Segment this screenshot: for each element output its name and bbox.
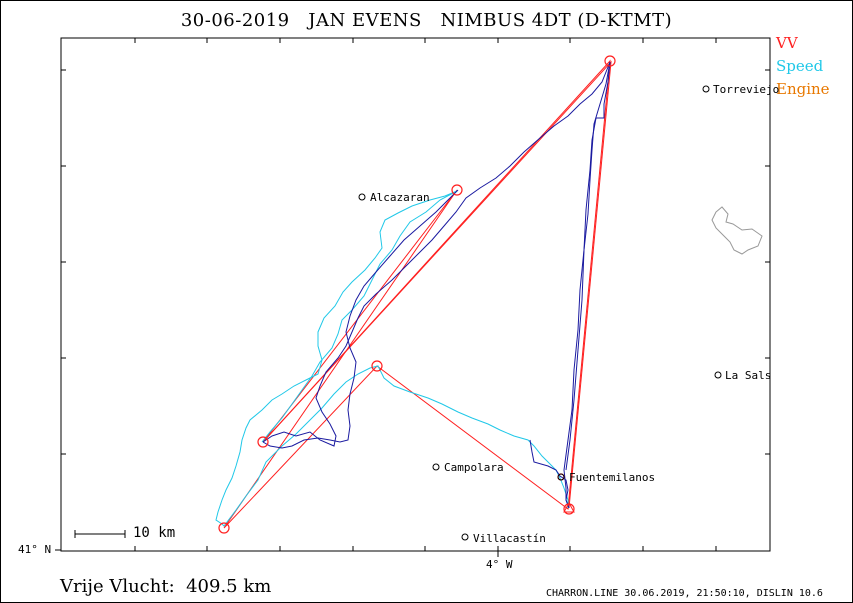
longitude-label: 4° W: [486, 558, 513, 571]
map-border: [60, 37, 771, 552]
turnpoint-1: [604, 55, 616, 67]
latitude-label: 41° N: [18, 543, 52, 556]
top-ticks: [134, 38, 717, 43]
town-marker-villacastin: [461, 533, 469, 541]
flight-track: [262, 61, 611, 509]
start-triangle: [563, 501, 575, 513]
town-marker-la-sals: [714, 371, 722, 379]
lake-outline: [711, 206, 763, 255]
scale-label: 10 km: [133, 525, 176, 541]
town-fuentemilanos: Fuentemilanos: [569, 471, 656, 484]
left-ticks: [55, 69, 66, 551]
turnpoints: [218, 55, 616, 534]
scale-bar: [74, 530, 126, 538]
town-torreviejo: Torreviejo: [713, 83, 780, 96]
turnpoint-3: [371, 360, 383, 372]
town-alcazaran: Alcazaran: [370, 191, 430, 204]
distance-summary: Vrije Vlucht: 409.5 km: [60, 576, 271, 597]
glider-name: NIMBUS 4DT (D-KTMT): [440, 10, 673, 31]
town-markers: [358, 85, 722, 541]
speed-track-2: [261, 190, 458, 443]
task-lines: [223, 59, 612, 529]
legend-engine: Engine: [776, 80, 830, 98]
right-ticks: [765, 69, 770, 455]
distance-label: Vrije Vlucht:: [60, 576, 175, 597]
legend-speed: Speed: [776, 57, 824, 75]
turnpoint-4: [257, 436, 269, 448]
town-marker-torreviejo: [702, 85, 710, 93]
bottom-ticks: [134, 546, 717, 557]
footer-info: CHARRON.LINE 30.06.2019, 21:50:10, DISLI…: [546, 588, 823, 599]
distance-value: 409.5 km: [186, 576, 272, 597]
town-marker-fuentemilanos: [557, 473, 565, 481]
turnpoint-2: [451, 184, 463, 196]
flight-date: 30-06-2019: [180, 10, 290, 31]
flight-header: 30-06-2019 JAN EVENS NIMBUS 4DT (D-KTMT): [0, 10, 853, 31]
legend-vv: VV: [776, 34, 798, 52]
flight-track-4: [529, 439, 570, 509]
pilot-name: JAN EVENS: [308, 10, 422, 31]
town-villacastin: Villacastín: [473, 532, 546, 545]
speed-track: [215, 190, 569, 527]
town-la-sals: La Sals: [725, 369, 772, 382]
flight-track-2: [262, 189, 459, 449]
town-marker-campolara: [432, 463, 440, 471]
turnpoint-5: [218, 522, 230, 534]
flight-track-3: [565, 61, 611, 471]
town-marker-alcazaran: [358, 193, 366, 201]
town-campolara: Campolara: [444, 461, 504, 474]
